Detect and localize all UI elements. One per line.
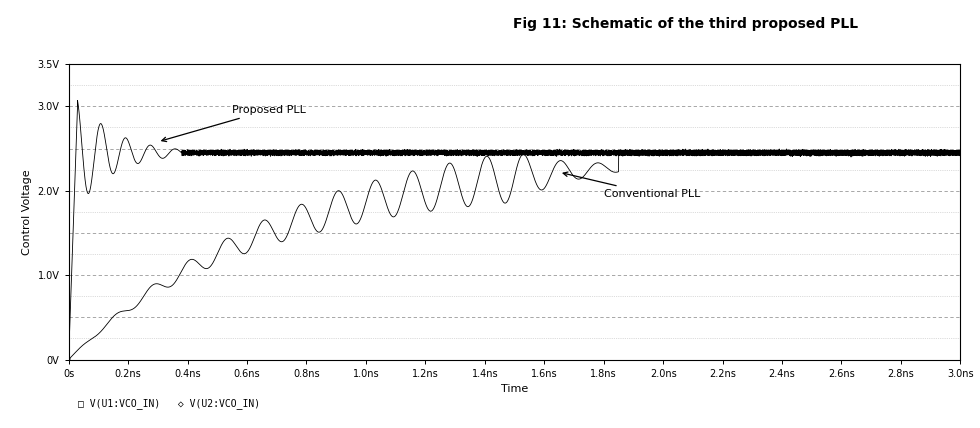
- Y-axis label: Control Voltage: Control Voltage: [22, 169, 32, 255]
- Text: Proposed PLL: Proposed PLL: [162, 105, 306, 142]
- Text: Conventional PLL: Conventional PLL: [564, 172, 700, 199]
- Text: □ V(U1:VCO_IN)   ◇ V(U2:VCO_IN): □ V(U1:VCO_IN) ◇ V(U2:VCO_IN): [77, 398, 260, 409]
- X-axis label: Time: Time: [501, 384, 528, 394]
- Text: Fig 11: Schematic of the third proposed PLL: Fig 11: Schematic of the third proposed …: [514, 17, 858, 31]
